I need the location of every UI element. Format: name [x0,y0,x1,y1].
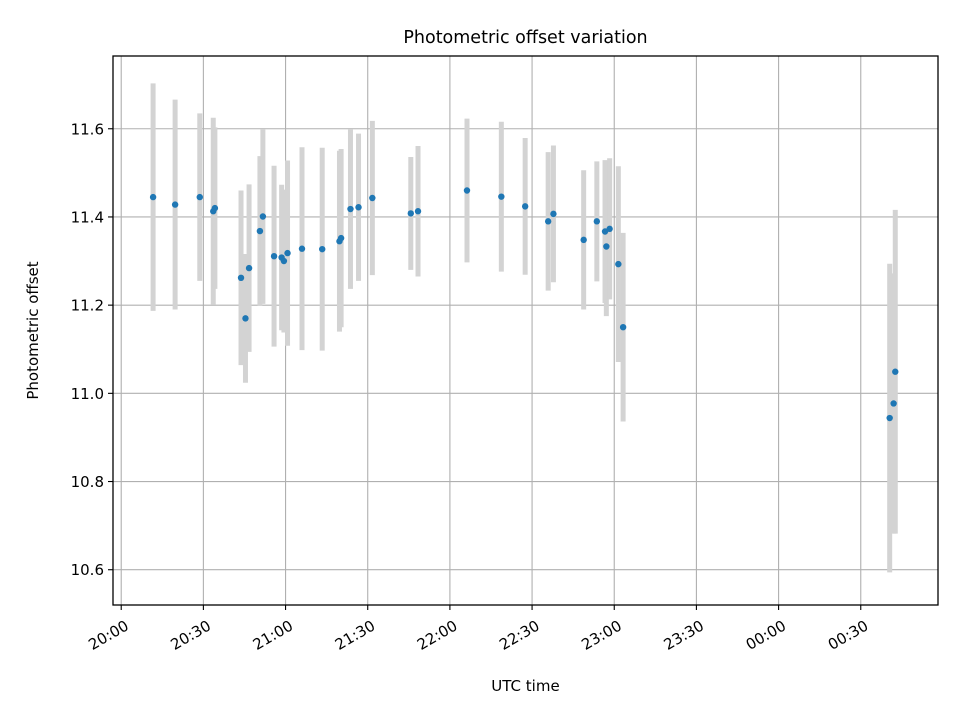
data-point [603,243,610,250]
y-axis-label: Photometric offset [24,261,42,399]
data-point [606,225,613,233]
data-point [211,204,219,212]
data-point [550,210,557,218]
data-point [149,193,157,201]
data-point [171,201,179,208]
y-tick-label: 10.6 [71,561,104,579]
data-point [270,252,278,260]
data-point [337,234,345,242]
data-point [892,368,899,375]
y-tick-label: 11.0 [71,385,104,403]
data-point [407,210,414,217]
data-points [149,187,899,422]
data-point [886,414,893,422]
data-point [593,218,601,225]
data-point [298,245,306,252]
data-point [369,194,376,202]
data-point [242,315,249,322]
y-tick-label: 11.6 [71,120,104,138]
data-point [544,218,552,225]
data-point [463,187,471,194]
data-point [615,260,622,268]
y-tick-label: 10.8 [71,473,104,491]
data-point [619,323,627,331]
data-point [319,245,326,253]
data-point [256,227,264,235]
data-point [245,264,253,272]
data-point [259,213,267,220]
data-point [284,249,291,257]
y-tick-label: 11.4 [71,208,104,226]
chart-title: Photometric offset variation [403,28,647,48]
data-point [196,193,203,201]
data-point [580,236,587,244]
data-point [237,274,245,282]
y-tick-label: 11.2 [71,297,104,315]
data-point [498,193,505,200]
data-point [347,205,354,213]
data-point [414,208,422,215]
data-point [355,204,362,211]
data-point [280,257,288,265]
data-point [890,400,897,407]
x-axis-label: UTC time [491,677,559,695]
data-point [521,203,529,210]
plot-frame [112,55,939,606]
grid [113,56,938,605]
